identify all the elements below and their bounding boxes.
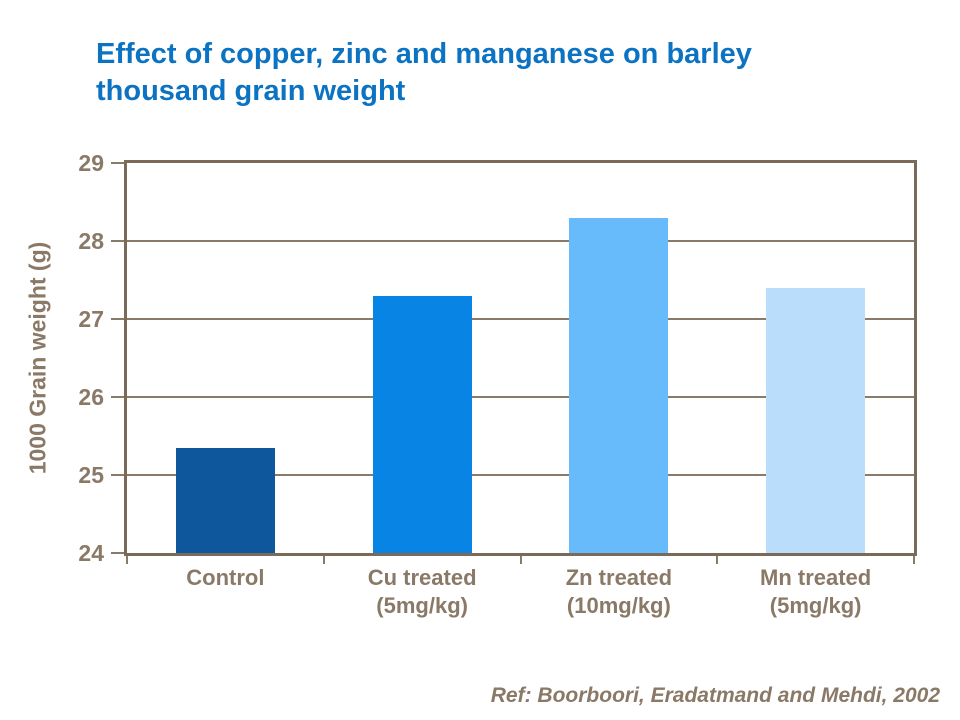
reference-text: Ref: Boorboori, Eradatmand and Mehdi, 20…: [490, 684, 940, 707]
y-tick-label-29: 29: [78, 150, 104, 176]
x-label-mn-treated: Mn treated (5mg/kg): [760, 565, 872, 618]
x-label-control: Control: [186, 565, 265, 590]
bar-zn-treated: [569, 217, 669, 553]
x-tick-mark: [322, 556, 325, 564]
x-tick-mark: [716, 556, 719, 564]
y-tick-label-24: 24: [78, 540, 104, 566]
bar-control: [175, 447, 275, 553]
plot-area: [124, 160, 917, 556]
gridline-28: [127, 240, 914, 242]
y-axis-label: 1000 Grain weight (g): [24, 241, 51, 475]
gridline-27: [127, 318, 914, 320]
bar-cu-treated: [372, 295, 472, 553]
y-tick-mark: [111, 552, 124, 554]
y-tick-label-27: 27: [78, 306, 104, 332]
y-tick-mark: [111, 162, 124, 164]
y-tick-label-28: 28: [78, 228, 104, 254]
y-tick-label-25: 25: [78, 462, 104, 488]
gridline-25: [127, 474, 914, 476]
x-tick-mark: [519, 556, 522, 564]
x-label-cu-treated: Cu treated (5mg/kg): [367, 565, 477, 618]
y-tick-mark: [111, 240, 124, 242]
chart-title: Effect of copper, zinc and manganese on …: [96, 38, 752, 107]
y-tick-label-26: 26: [78, 384, 104, 410]
gridline-26: [127, 396, 914, 398]
x-tick-mark: [126, 556, 128, 564]
y-tick-mark: [111, 474, 124, 476]
y-tick-mark: [111, 318, 124, 320]
y-tick-mark: [111, 396, 124, 398]
x-tick-mark: [913, 556, 915, 564]
bar-mn-treated: [766, 287, 866, 553]
x-label-zn-treated: Zn treated (10mg/kg): [565, 565, 673, 618]
